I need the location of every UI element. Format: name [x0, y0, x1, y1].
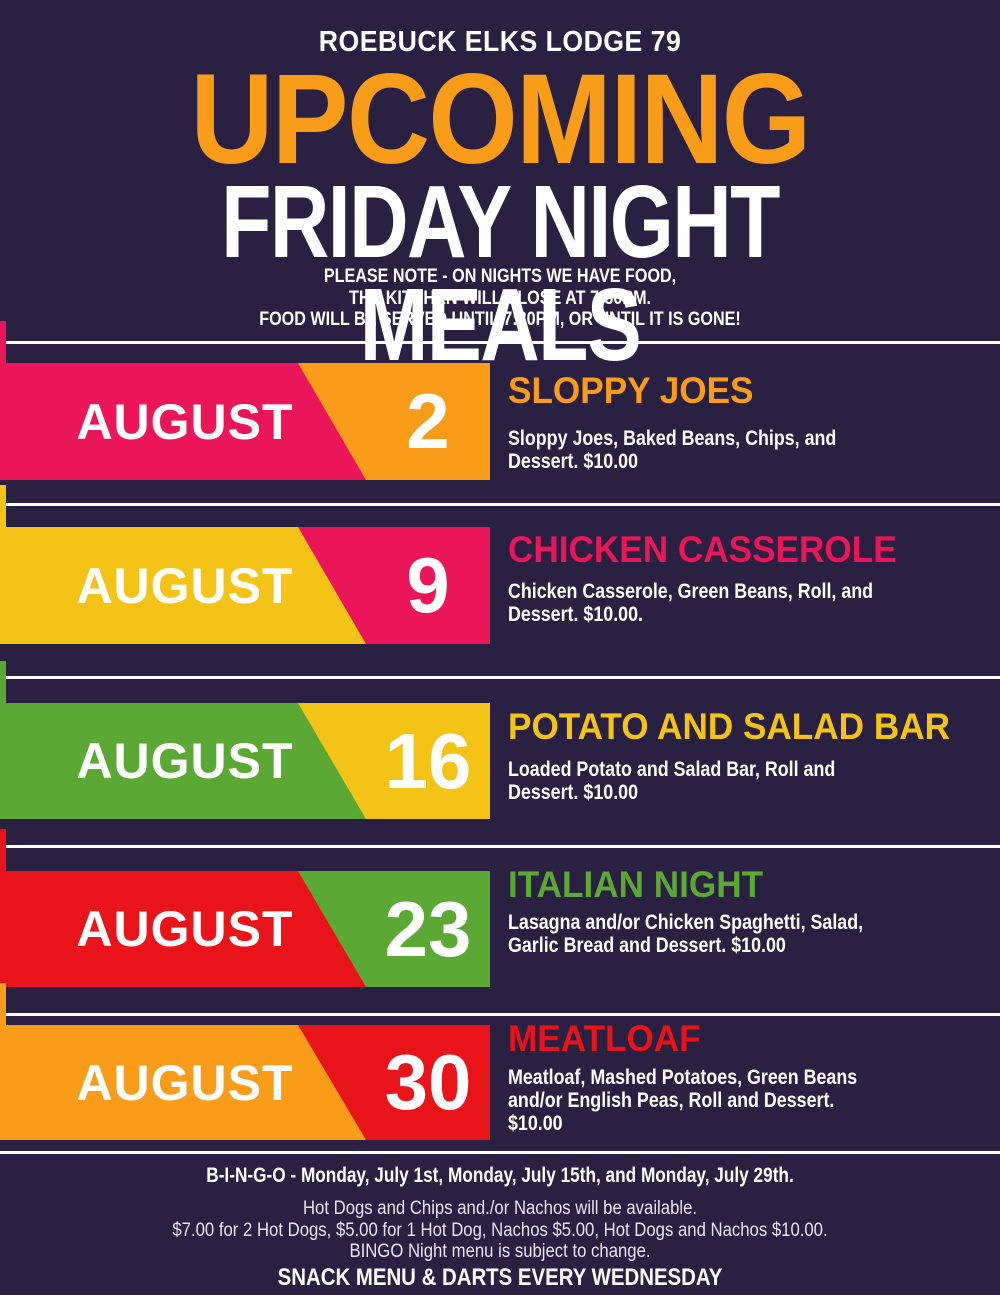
meal-month: AUGUST	[76, 901, 294, 957]
meal-day: 16	[384, 716, 472, 805]
meal-day: 30	[384, 1038, 472, 1126]
banner-edge-tab	[0, 321, 6, 363]
poster-subtitle: FRIDAY NIGHT MEALS	[221, 164, 780, 382]
meal-title: CHICKEN CASSEROLE	[508, 529, 897, 570]
meal-description: Chicken Casserole, Green Beans, Roll, an…	[508, 580, 874, 626]
snack-darts-line: SNACK MENU & DARTS EVERY WEDNESDAY	[277, 1264, 723, 1291]
banner-month-panel	[0, 1025, 366, 1140]
meal-month: AUGUST	[76, 733, 294, 789]
banner-month-panel	[0, 703, 366, 819]
meal-day: 9	[406, 541, 450, 629]
meal-banner: AUGUST 2	[0, 363, 490, 480]
banner-month-panel	[0, 363, 366, 480]
bingo-menu-info: Hot Dogs and Chips and./or Nachos will b…	[172, 1198, 828, 1262]
meal-description: Sloppy Joes, Baked Beans, Chips, and Des…	[508, 427, 837, 473]
meal-description: Lasagna and/or Chicken Spaghetti, Salad,…	[508, 911, 864, 957]
kitchen-note: PLEASE NOTE - ON NIGHTS WE HAVE FOOD, TH…	[259, 266, 741, 330]
lodge-name: ROEBUCK ELKS LODGE 79	[318, 26, 682, 58]
separator-line	[0, 845, 1000, 848]
banner-edge-tab	[0, 661, 6, 703]
separator-line	[0, 676, 1000, 679]
banner-edge-tab	[0, 983, 6, 1025]
meal-banner: AUGUST 9	[0, 527, 490, 644]
separator-line	[0, 503, 1000, 506]
meal-banner: AUGUST 30	[0, 1025, 490, 1140]
bingo-schedule: B-I-N-G-O - Monday, July 1st, Monday, Ju…	[206, 1164, 794, 1187]
meal-banner: AUGUST 16	[0, 703, 490, 819]
meal-month: AUGUST	[76, 393, 294, 450]
meal-description: Loaded Potato and Salad Bar, Roll and De…	[508, 758, 836, 804]
meal-month: AUGUST	[76, 557, 294, 614]
meal-day: 2	[406, 377, 450, 465]
meal-title: ITALIAN NIGHT	[508, 864, 764, 905]
separator-line	[0, 341, 1000, 344]
banner-month-panel	[0, 871, 366, 987]
banner-edge-tab	[0, 829, 6, 871]
poster-title: UPCOMING	[190, 48, 811, 191]
meal-title: MEATLOAF	[508, 1018, 701, 1059]
meal-title: POTATO AND SALAD BAR	[508, 706, 950, 747]
meal-description: Meatloaf, Mashed Potatoes, Green Beans a…	[508, 1066, 858, 1135]
meal-day: 23	[384, 884, 472, 973]
banner-edge-tab	[0, 485, 6, 527]
banner-month-panel	[0, 527, 366, 644]
meal-title: SLOPPY JOES	[508, 370, 754, 411]
meal-month: AUGUST	[76, 1054, 294, 1111]
separator-line	[0, 1151, 1000, 1154]
separator-line	[0, 1013, 1000, 1016]
meal-banner: AUGUST 23	[0, 871, 490, 987]
